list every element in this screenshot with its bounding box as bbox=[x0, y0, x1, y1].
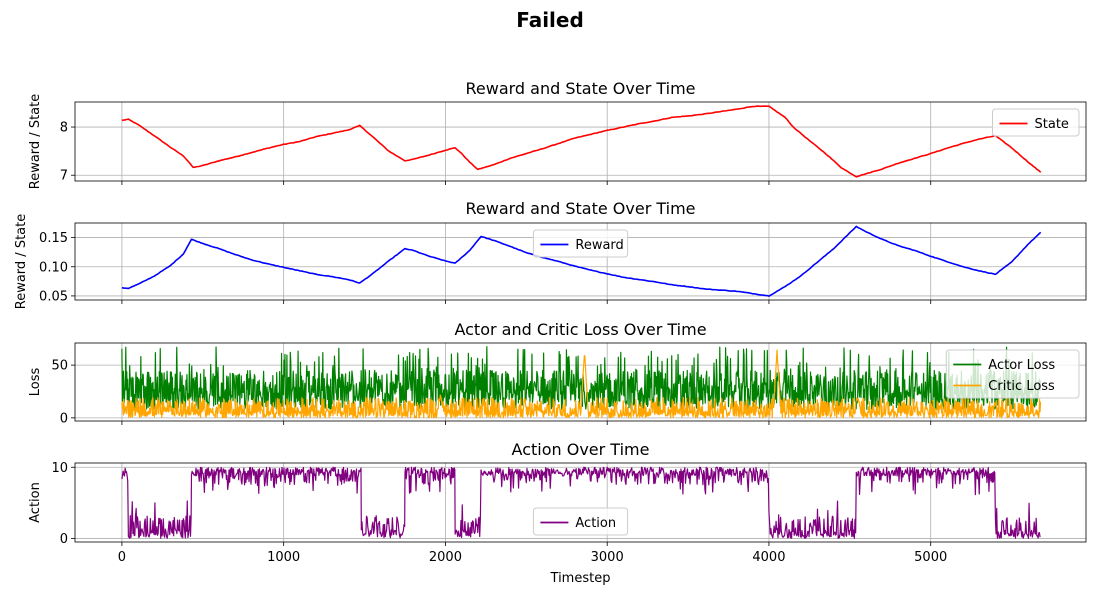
chart-panel-1: Reward and State Over Time 7 8 Reward / Sta… bbox=[28, 79, 1087, 189]
plot-area bbox=[121, 466, 1041, 540]
y-tick-label: 50 bbox=[51, 359, 68, 374]
x-tick-label: 4000 bbox=[752, 550, 785, 565]
series-line-reward bbox=[121, 225, 1042, 297]
legend-box bbox=[532, 229, 629, 258]
panels: Reward and State Over Time 7 8 Reward / Sta… bbox=[14, 79, 1087, 586]
y-tick-label: 0.10 bbox=[39, 260, 68, 275]
y-tick-label: 0.15 bbox=[39, 231, 68, 246]
x-tick-label: 5000 bbox=[914, 550, 947, 565]
axes-frame bbox=[74, 462, 1087, 543]
legend-label: Critic Loss bbox=[988, 379, 1055, 394]
y-axis-label: Reward / State bbox=[28, 94, 43, 189]
legend-label: Actor Loss bbox=[988, 358, 1055, 373]
x-tick-label: 2000 bbox=[429, 550, 462, 565]
y-tick-label: 10 bbox=[51, 461, 68, 476]
chart-panel-4: Action Over Time 0 10 0 1000 2000 3000 4000 5000… bbox=[28, 440, 1087, 586]
series-line-action bbox=[121, 466, 1041, 540]
chart-panel-3: Actor and Critic Loss Over Time 0 50 Loss Ac… bbox=[28, 320, 1087, 426]
x-tick-label: 0 bbox=[118, 550, 126, 565]
x-tick-label: 3000 bbox=[591, 550, 624, 565]
x-axis-label: Timestep bbox=[550, 571, 611, 586]
y-tick-label: 0 bbox=[60, 411, 68, 426]
legend-box bbox=[532, 507, 629, 536]
series-line-critic-loss bbox=[121, 349, 1042, 419]
x-tick-label: 1000 bbox=[267, 550, 300, 565]
plot-area bbox=[121, 346, 1042, 419]
y-tick-label: 8 bbox=[60, 121, 68, 136]
legend: State bbox=[992, 108, 1080, 137]
y-axis-label: Loss bbox=[28, 368, 43, 397]
figure-suptitle: Failed bbox=[516, 8, 584, 32]
y-tick-label: 0.05 bbox=[39, 289, 68, 304]
legend: Reward bbox=[532, 229, 629, 258]
axes-frame bbox=[74, 342, 1087, 422]
legend-label: State bbox=[1035, 117, 1069, 132]
panel-title: Action Over Time bbox=[512, 440, 650, 459]
legend-box bbox=[992, 108, 1080, 137]
panel-title: Reward and State Over Time bbox=[465, 199, 695, 218]
legend: Actor Loss Critic Loss bbox=[945, 349, 1080, 399]
y-tick-label: 0 bbox=[60, 532, 68, 547]
y-tick-label: 7 bbox=[60, 169, 68, 184]
axes-frame bbox=[74, 101, 1087, 182]
panel-title: Reward and State Over Time bbox=[465, 79, 695, 98]
y-axis-label: Reward / State bbox=[14, 214, 29, 309]
panel-title: Actor and Critic Loss Over Time bbox=[454, 320, 706, 339]
plot-area bbox=[121, 225, 1042, 297]
legend: Action bbox=[532, 507, 629, 536]
series-line-state bbox=[121, 105, 1042, 178]
chart-panel-2: Reward and State Over Time 0.05 0.10 0.15 Re… bbox=[14, 199, 1087, 309]
plot-area bbox=[121, 105, 1042, 178]
series-line-actor-loss bbox=[121, 346, 1042, 410]
axes-frame bbox=[74, 222, 1087, 301]
legend-label: Action bbox=[575, 516, 616, 531]
legend-label: Reward bbox=[575, 238, 623, 253]
y-axis-label: Action bbox=[28, 482, 43, 523]
